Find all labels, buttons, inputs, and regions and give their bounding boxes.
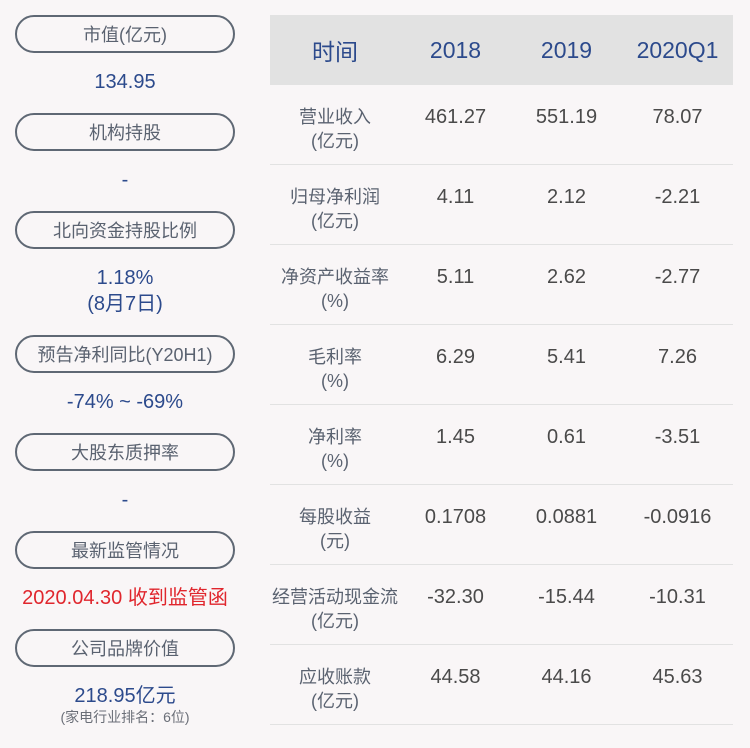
row-label: 毛利率 (%) xyxy=(270,345,400,393)
brand-value-amount: 218.95亿元 xyxy=(74,685,176,707)
cell-2020q1: -10.31 xyxy=(649,586,706,608)
metric-name: 归母净利润 xyxy=(290,187,380,207)
metric-name: 经营活动现金流 xyxy=(272,587,398,607)
metric-unit: (亿元) xyxy=(311,611,359,631)
row-label: 经营活动现金流 (亿元) xyxy=(270,585,400,633)
market-cap-value: 134.95 xyxy=(94,71,156,93)
cell-2020q1: 7.26 xyxy=(658,346,697,368)
table-row: 毛利率 (%) 6.29 5.41 7.26 xyxy=(270,325,733,405)
institutional-holding-label: 机构持股 xyxy=(15,113,235,151)
metric-unit: (亿元) xyxy=(311,691,359,711)
brand-value-value: 218.95亿元 (家电行业排名：6位) xyxy=(15,683,235,725)
cell-2018: 4.11 xyxy=(436,186,475,208)
cell-2020q1: -0.0916 xyxy=(643,506,712,528)
table-row: 归母净利润 (亿元) 4.11 2.12 -2.21 xyxy=(270,165,733,245)
cell-2019: 0.61 xyxy=(547,426,586,448)
cell-2018: 0.1708 xyxy=(424,506,487,528)
cell-2019: 2.12 xyxy=(547,186,586,208)
table-row: 净利率 (%) 1.45 0.61 -3.51 xyxy=(270,405,733,485)
cell-2019: 2.62 xyxy=(547,266,586,288)
metric-name: 每股收益 xyxy=(299,507,371,527)
cell-2018: 1.45 xyxy=(436,426,475,448)
brand-value-label: 公司品牌价值 xyxy=(15,629,235,667)
row-label: 净资产收益率 (%) xyxy=(270,265,400,313)
cell-2019: 0.0881 xyxy=(535,506,598,528)
cell-2019: 551.19 xyxy=(535,106,598,128)
cell-2018: 461.27 xyxy=(424,106,487,128)
metric-unit: (%) xyxy=(321,291,349,311)
northbound-percent: 1.18% xyxy=(96,267,154,289)
metric-unit: (亿元) xyxy=(311,131,359,151)
metric-name: 应收账款 xyxy=(299,667,371,687)
cell-2019: -15.44 xyxy=(538,586,595,608)
row-label: 归母净利润 (亿元) xyxy=(270,185,400,233)
metric-name: 净资产收益率 xyxy=(281,267,389,287)
northbound-holding-label: 北向资金持股比例 xyxy=(15,211,235,249)
metric-unit: (元) xyxy=(320,531,350,551)
header-2018: 2018 xyxy=(429,36,482,63)
cell-2020q1: 78.07 xyxy=(652,106,703,128)
metric-unit: (亿元) xyxy=(311,211,359,231)
cell-2020q1: -3.51 xyxy=(654,426,701,448)
cell-2018: 5.11 xyxy=(436,266,475,288)
market-cap-label: 市值(亿元) xyxy=(15,15,235,53)
pill-text: 公司品牌价值 xyxy=(71,639,179,659)
financial-table: 时间 2018 2019 2020Q1 营业收入 (亿元) 461.27 551.… xyxy=(270,15,733,725)
header-time: 时间 xyxy=(312,39,358,65)
northbound-date: (8月7日) xyxy=(87,293,163,315)
metric-unit: (%) xyxy=(321,371,349,391)
table-row: 净资产收益率 (%) 5.11 2.62 -2.77 xyxy=(270,245,733,325)
table-header: 时间 2018 2019 2020Q1 xyxy=(270,15,733,85)
profit-forecast-value: -74% ~ -69% xyxy=(66,391,184,413)
cell-2019: 5.41 xyxy=(547,346,586,368)
cell-2018: -32.30 xyxy=(427,586,484,608)
regulatory-status-value: 2020.04.30 收到监管函 xyxy=(22,587,228,609)
table-row: 应收账款 (亿元) 44.58 44.16 45.63 xyxy=(270,645,733,725)
brand-value-rank: (家电行业排名：6位) xyxy=(60,709,190,725)
pill-text: 市值(亿元) xyxy=(83,25,167,45)
cell-2020q1: -2.21 xyxy=(654,186,701,208)
table-row: 每股收益 (元) 0.1708 0.0881 -0.0916 xyxy=(270,485,733,565)
header-2020q1: 2020Q1 xyxy=(636,36,719,63)
institutional-holding-value: - xyxy=(121,169,129,191)
table-row: 营业收入 (亿元) 461.27 551.19 78.07 xyxy=(270,85,733,165)
pill-text: 大股东质押率 xyxy=(71,443,179,463)
metric-name: 净利率 xyxy=(308,427,362,447)
table-row: 经营活动现金流 (亿元) -32.30 -15.44 -10.31 xyxy=(270,565,733,645)
row-label: 营业收入 (亿元) xyxy=(270,105,400,153)
pledge-ratio-label: 大股东质押率 xyxy=(15,433,235,471)
metric-unit: (%) xyxy=(321,451,349,471)
cell-2020q1: 45.63 xyxy=(652,666,703,688)
metric-name: 营业收入 xyxy=(299,107,371,127)
pill-text: 机构持股 xyxy=(89,123,161,143)
row-label: 每股收益 (元) xyxy=(270,505,400,553)
northbound-holding-value: 1.18% (8月7日) xyxy=(15,265,235,317)
metric-name: 毛利率 xyxy=(308,347,362,367)
pledge-ratio-value: - xyxy=(121,489,129,511)
cell-2018: 44.58 xyxy=(430,666,481,688)
header-2019: 2019 xyxy=(540,36,593,63)
regulatory-status-label: 最新监管情况 xyxy=(15,531,235,569)
row-label: 应收账款 (亿元) xyxy=(270,665,400,713)
pill-text: 北向资金持股比例 xyxy=(53,221,197,241)
row-label: 净利率 (%) xyxy=(270,425,400,473)
cell-2018: 6.29 xyxy=(436,346,475,368)
profit-forecast-label: 预告净利同比(Y20H1) xyxy=(15,335,235,373)
cell-2019: 44.16 xyxy=(541,666,592,688)
cell-2020q1: -2.77 xyxy=(654,266,701,288)
pill-text: 预告净利同比(Y20H1) xyxy=(37,345,213,365)
pill-text: 最新监管情况 xyxy=(71,541,179,561)
